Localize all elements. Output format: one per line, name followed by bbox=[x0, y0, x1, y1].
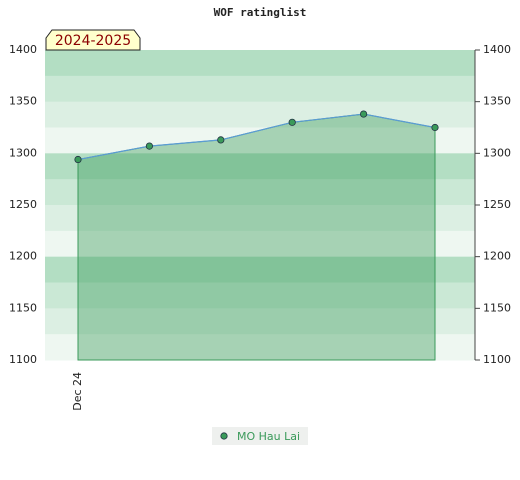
y2-tick-label: 1200 bbox=[483, 250, 511, 263]
background-band bbox=[45, 75, 475, 103]
legend-marker bbox=[220, 432, 228, 440]
y-tick-label: 1200 bbox=[9, 250, 37, 263]
chart-title: WOF ratinglist bbox=[214, 6, 307, 19]
x-tick-label: Dec 24 bbox=[71, 372, 84, 411]
point bbox=[431, 123, 439, 132]
background-band bbox=[45, 256, 475, 283]
point bbox=[359, 110, 368, 118]
point bbox=[145, 142, 153, 150]
background-band bbox=[45, 230, 475, 258]
y-tick-label: 1250 bbox=[9, 198, 37, 211]
background-band bbox=[45, 205, 475, 232]
background-band bbox=[45, 101, 475, 128]
annotation: 2024-2025 bbox=[55, 33, 131, 49]
y-tick-label: 1400 bbox=[9, 43, 37, 56]
y2-tick-label: 1350 bbox=[483, 95, 511, 108]
y-tick-label: 1350 bbox=[9, 95, 37, 108]
background-band bbox=[45, 127, 475, 154]
background-band bbox=[45, 179, 475, 206]
y2-tick-label: 1400 bbox=[483, 43, 511, 56]
annotation-badge bbox=[45, 29, 141, 51]
y2-tick-label: 1300 bbox=[483, 146, 511, 159]
area bbox=[77, 113, 436, 361]
y-tick-label: 1300 bbox=[9, 146, 37, 159]
point bbox=[217, 136, 225, 144]
legend: MO Hau Lai bbox=[212, 427, 308, 445]
y-tick-label: 1100 bbox=[9, 353, 37, 366]
point bbox=[74, 155, 82, 164]
y-tick-label: 1150 bbox=[9, 301, 37, 314]
background-band bbox=[45, 308, 475, 335]
y2-tick-label: 1100 bbox=[483, 353, 511, 366]
line bbox=[77, 113, 436, 161]
point bbox=[288, 118, 296, 126]
y2-tick-label: 1150 bbox=[483, 301, 511, 314]
background-band bbox=[45, 153, 475, 180]
legend-box bbox=[212, 427, 308, 445]
y2-tick-label: 1250 bbox=[483, 198, 511, 211]
background-band bbox=[45, 334, 475, 361]
legend-label: MO Hau Lai bbox=[237, 430, 300, 443]
background-band bbox=[45, 50, 475, 77]
background-band bbox=[45, 282, 475, 309]
